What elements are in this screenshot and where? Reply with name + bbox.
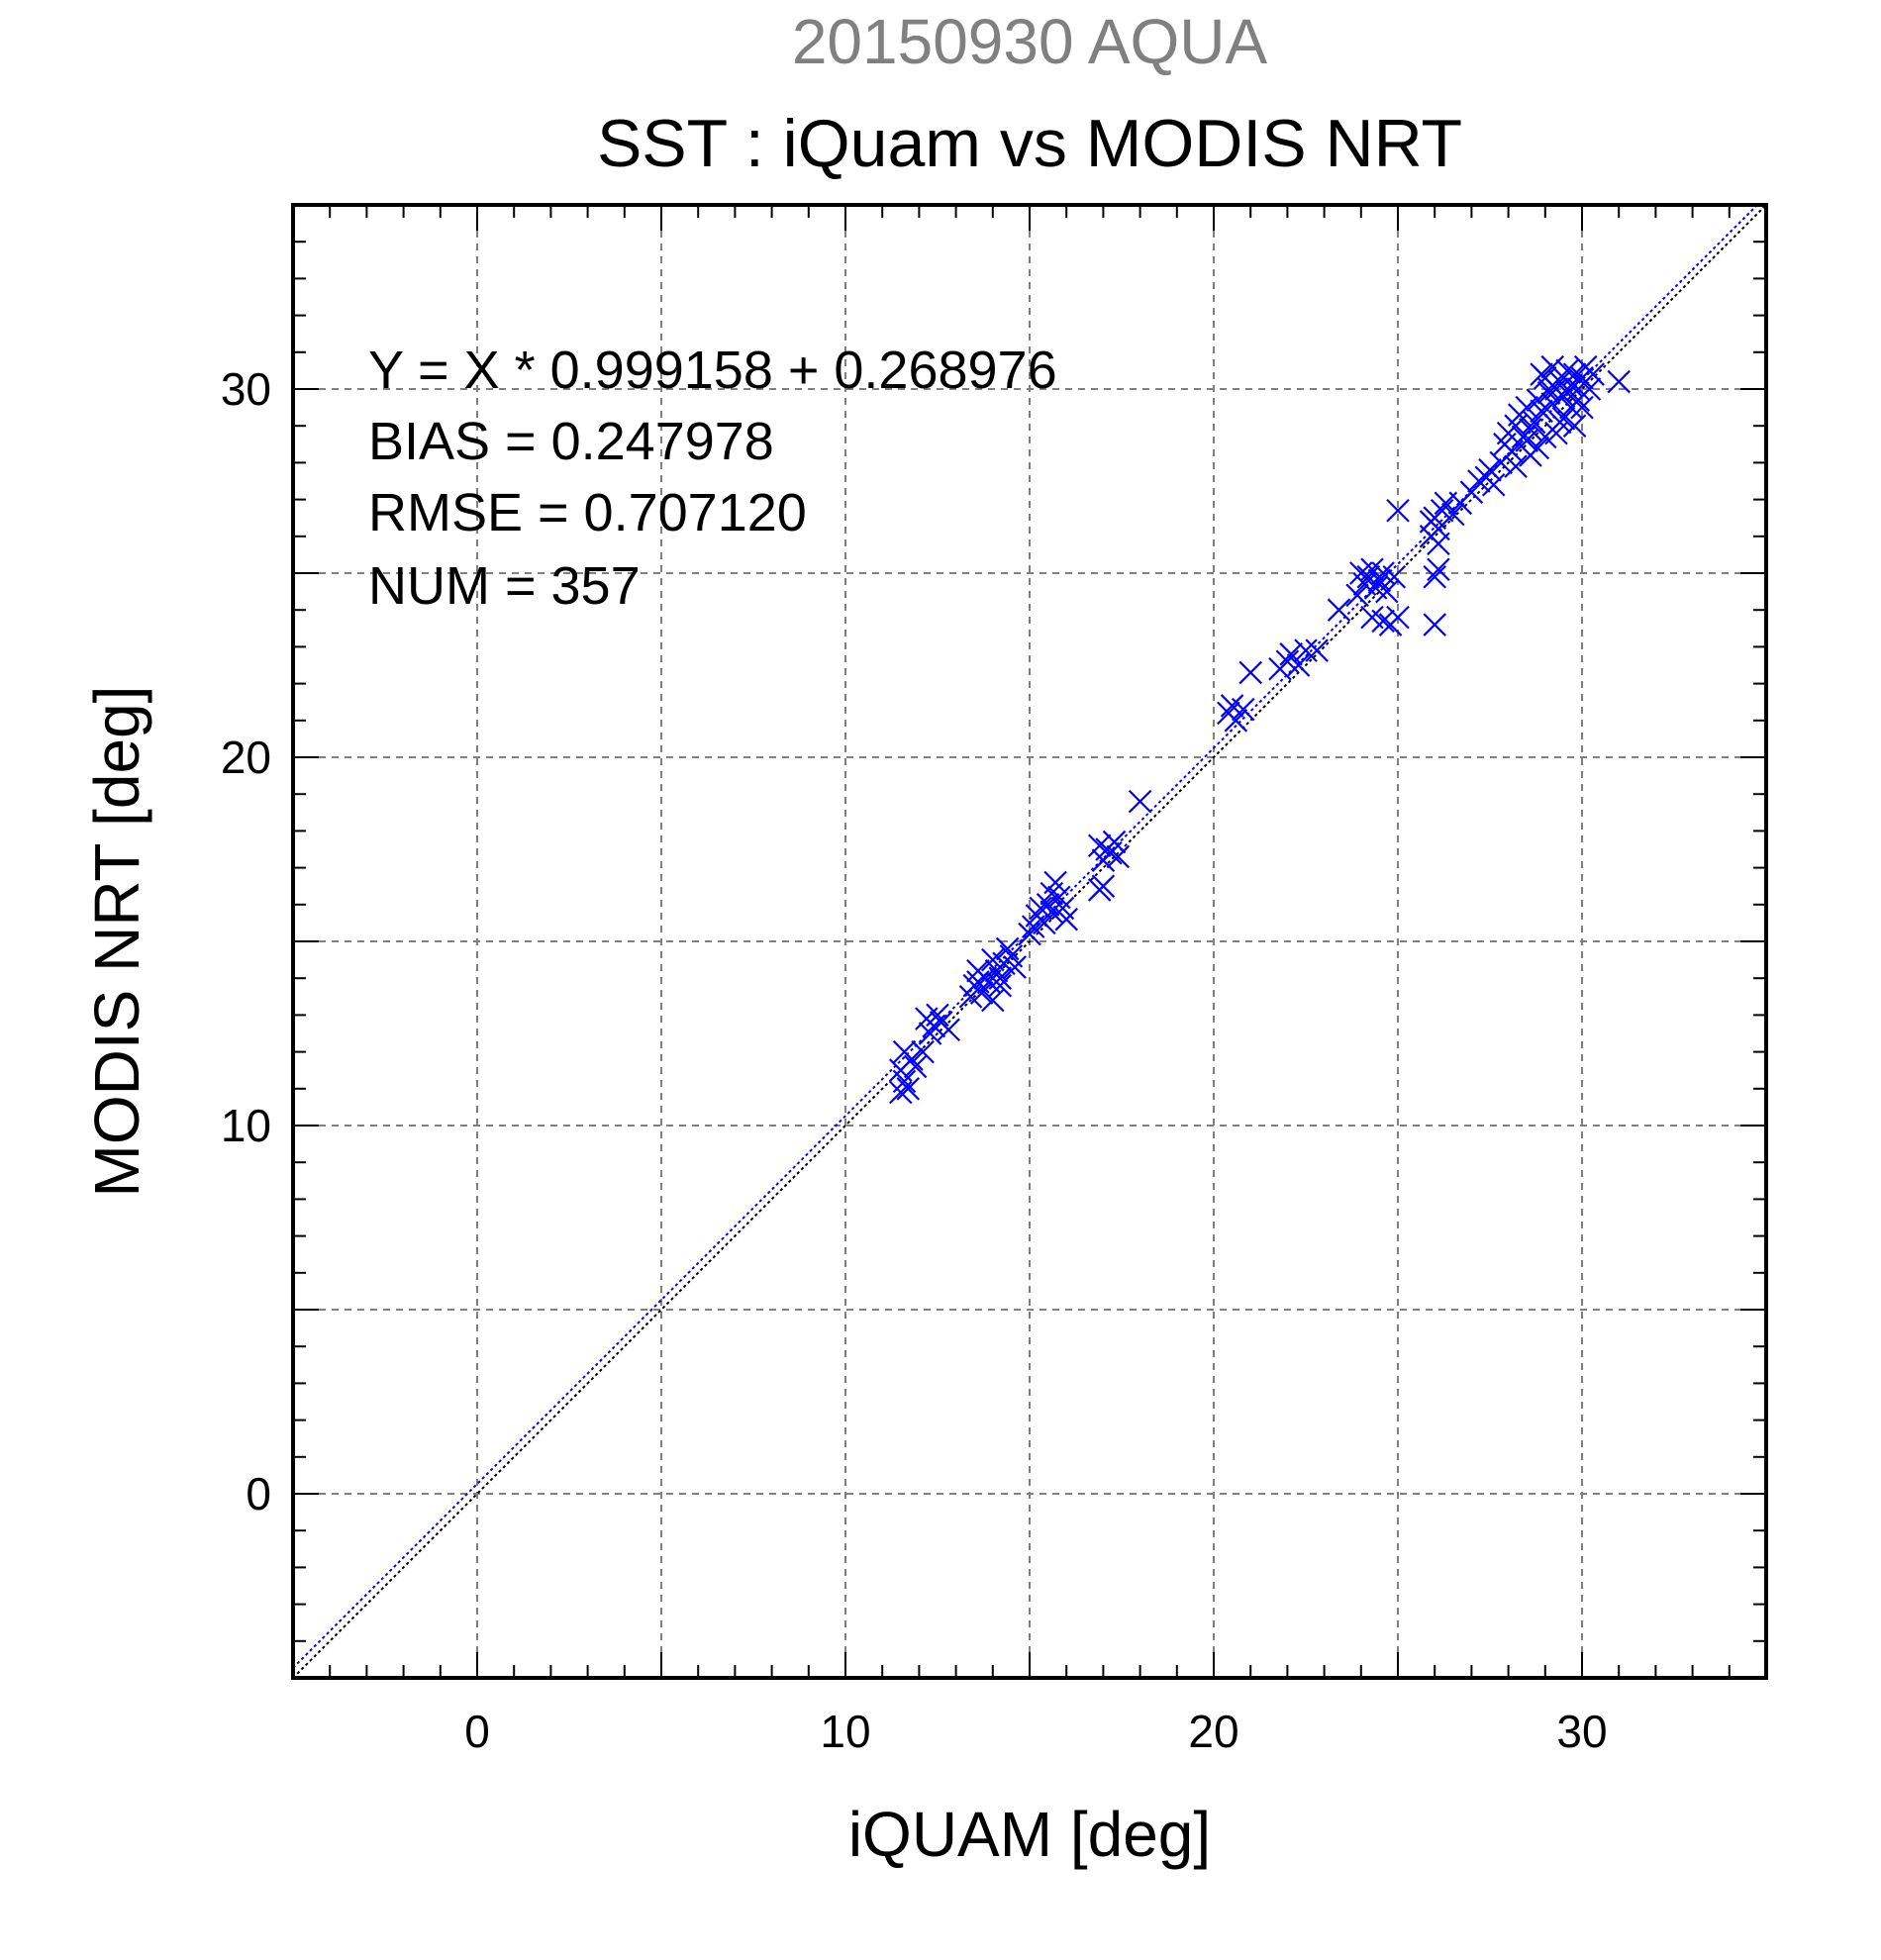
data-point <box>1577 377 1602 401</box>
stats-box: Y = X * 0.999158 + 0.268976 BIAS = 0.247… <box>368 341 1057 616</box>
x-tick-label: 20 <box>1188 1706 1238 1757</box>
data-point <box>1559 395 1583 420</box>
data-point <box>1375 579 1399 604</box>
chart-subtitle: 20150930 AQUA <box>792 6 1268 77</box>
data-point <box>1305 638 1329 662</box>
data-point <box>1481 472 1506 497</box>
data-point <box>915 1007 939 1030</box>
data-point <box>981 988 1005 1013</box>
y-tick-label: 10 <box>221 1100 271 1151</box>
data-point <box>918 1022 942 1045</box>
chart-title: SST : iQuam vs MODIS NRT <box>597 106 1462 181</box>
axis-ticks <box>293 205 1766 1678</box>
data-point <box>1286 653 1311 677</box>
identity-line <box>293 205 1766 1678</box>
data-point <box>1504 454 1528 478</box>
data-point <box>1500 440 1525 464</box>
data-point <box>896 1077 921 1101</box>
data-point <box>1106 844 1131 869</box>
data-point <box>966 970 990 994</box>
data-point <box>1478 458 1502 482</box>
y-axis-label: MODIS NRT [deg] <box>81 686 152 1198</box>
data-point <box>1540 354 1565 379</box>
num-value: NUM = 357 <box>368 556 641 616</box>
data-point <box>988 973 1013 998</box>
data-point <box>1382 564 1407 589</box>
data-point <box>1040 881 1064 906</box>
x-tick-label: 0 <box>464 1706 490 1757</box>
data-point <box>1607 369 1631 394</box>
data-point <box>1231 697 1255 722</box>
y-tick-labels: 0 10 20 30 <box>221 363 271 1519</box>
data-point <box>1419 510 1443 534</box>
data-point <box>1279 642 1303 666</box>
rmse-value: RMSE = 0.707120 <box>368 483 807 542</box>
reference-lines <box>293 205 1766 1678</box>
data-point <box>995 936 1020 961</box>
data-point <box>1087 833 1112 858</box>
data-point <box>1054 907 1078 931</box>
data-point <box>903 1054 928 1079</box>
data-point <box>1427 532 1450 556</box>
data-point <box>1530 399 1553 424</box>
data-point <box>1547 410 1572 435</box>
data-point <box>1441 502 1465 527</box>
data-point <box>892 1039 917 1064</box>
data-point <box>1555 358 1579 383</box>
data-point <box>1386 605 1410 630</box>
data-point <box>1345 583 1369 608</box>
data-point <box>1522 410 1546 435</box>
data-point <box>1570 395 1594 420</box>
data-point <box>1530 362 1553 386</box>
data-point <box>1515 395 1538 420</box>
data-point <box>1294 638 1318 662</box>
data-point <box>911 1039 935 1064</box>
y-tick-label: 20 <box>221 732 271 783</box>
y-tick-label: 30 <box>221 363 271 415</box>
y-tick-label: 0 <box>246 1468 271 1519</box>
data-point <box>1515 429 1538 452</box>
data-point <box>1091 874 1116 898</box>
data-point <box>1423 564 1446 589</box>
fit-line <box>293 205 1759 1669</box>
data-point <box>1536 377 1561 401</box>
data-point <box>1327 598 1351 622</box>
data-point <box>988 966 1013 990</box>
data-point <box>1033 911 1056 935</box>
data-point <box>1018 922 1041 946</box>
x-axis-label: iQUAM [deg] <box>848 1799 1211 1870</box>
data-point <box>1581 362 1605 386</box>
data-point <box>1519 443 1542 467</box>
data-points <box>889 354 1631 1105</box>
bias-value: BIAS = 0.247978 <box>368 412 774 471</box>
data-point <box>1238 660 1262 685</box>
data-point <box>1128 789 1152 814</box>
data-point <box>1423 613 1446 637</box>
data-point <box>1562 414 1587 438</box>
data-point <box>1427 557 1450 582</box>
x-tick-label: 30 <box>1556 1706 1607 1757</box>
data-point <box>1386 498 1410 523</box>
fit-equation: Y = X * 0.999158 + 0.268976 <box>368 341 1057 400</box>
x-tick-labels: 0 10 20 30 <box>464 1706 1607 1757</box>
grid-lines <box>293 205 1766 1678</box>
data-point <box>1224 709 1248 733</box>
data-point <box>1371 609 1395 634</box>
data-point <box>937 1018 960 1042</box>
data-point <box>1367 568 1392 593</box>
x-tick-label: 10 <box>820 1706 870 1757</box>
data-point <box>1102 830 1127 854</box>
data-point <box>1003 955 1027 979</box>
data-point <box>1540 392 1565 416</box>
